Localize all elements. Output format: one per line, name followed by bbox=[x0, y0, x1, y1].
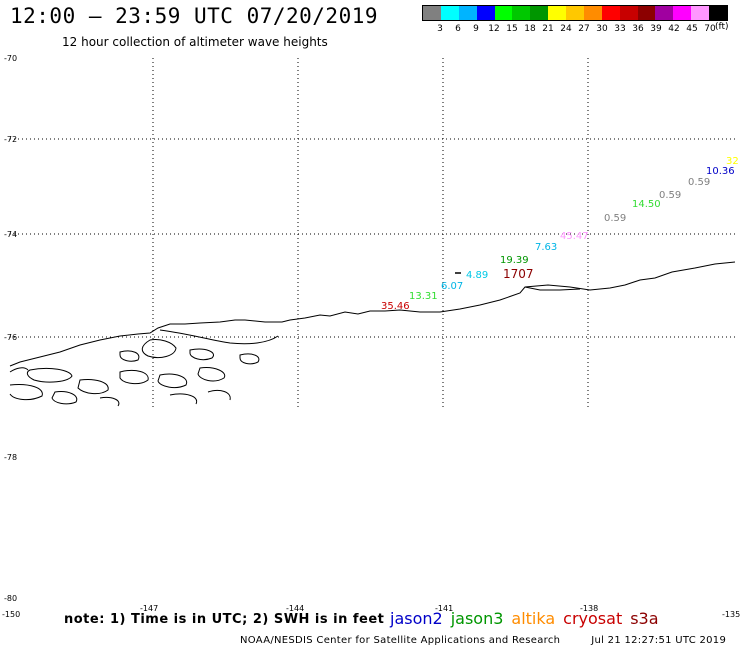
latitude-label: -78 bbox=[4, 453, 17, 462]
wave-height-label: 7.63 bbox=[535, 242, 557, 253]
latitude-labels: -70 -72 -74 -76 -78 -80 bbox=[4, 54, 17, 603]
legend-swatch bbox=[691, 6, 709, 20]
wave-height-label: 0.59 bbox=[604, 213, 626, 224]
wave-height-label: 0.59 bbox=[688, 177, 710, 188]
legend-label: 39 bbox=[650, 24, 662, 34]
generated-timestamp: Jul 21 12:27:51 UTC 2019 bbox=[591, 635, 727, 646]
legend-unit: (ft) bbox=[715, 22, 729, 32]
satellite-legend: jason2 jason3 altika cryosat s3a bbox=[390, 609, 667, 628]
legend-label: 9 bbox=[473, 24, 479, 34]
observation-labels: 3210.360.590.5914.500.5945.477.6319.3917… bbox=[381, 156, 739, 312]
legend-label: 15 bbox=[506, 24, 518, 34]
color-legend: 3 6 9 12 15 18 21 24 27 30 33 36 39 42 45 70 (ft) bbox=[422, 5, 729, 36]
footer-note: note: 1) Time is in UTC; 2) SWH is in fe… bbox=[64, 612, 385, 627]
credit-text: NOAA/NESDIS Center for Satellite Applica… bbox=[240, 635, 561, 646]
wave-height-label: 4.89 bbox=[466, 270, 488, 281]
satellite-name: jason3 bbox=[450, 609, 504, 628]
legend-swatch bbox=[601, 6, 620, 20]
legend-swatch bbox=[423, 6, 441, 20]
legend-label: 21 bbox=[542, 24, 554, 34]
legend-swatch bbox=[530, 6, 549, 20]
wave-height-label: 0.59 bbox=[659, 190, 681, 201]
legend-label: 42 bbox=[668, 24, 680, 34]
latitude-label: -70 bbox=[4, 54, 17, 63]
latitude-label: -74 bbox=[4, 230, 17, 239]
legend-swatch bbox=[494, 6, 513, 20]
legend-label: 18 bbox=[524, 24, 536, 34]
legend-swatch bbox=[583, 6, 602, 20]
satellite-name: cryosat bbox=[563, 609, 623, 628]
legend-swatch bbox=[512, 6, 531, 20]
latitude-label: -72 bbox=[4, 135, 17, 144]
wave-height-label: 32 bbox=[726, 156, 739, 167]
legend-label: 70 bbox=[704, 24, 716, 34]
legend-swatch bbox=[673, 6, 692, 20]
legend-swatch bbox=[476, 6, 495, 20]
legend-label: 33 bbox=[614, 24, 626, 34]
legend-swatch bbox=[458, 6, 477, 20]
longitude-label: -144 bbox=[286, 604, 304, 613]
legend-swatch bbox=[709, 6, 727, 20]
longitude-label: -150 bbox=[2, 610, 20, 619]
legend-swatch bbox=[619, 6, 638, 20]
wave-height-label: 13.31 bbox=[409, 291, 438, 302]
footer-credit: NOAA/NESDIS Center for Satellite Applica… bbox=[240, 635, 726, 646]
map-title: 12:00 – 23:59 UTC 07/20/2019 bbox=[10, 4, 379, 28]
latitude-label: -76 bbox=[4, 333, 17, 342]
satellite-name: jason2 bbox=[390, 609, 443, 628]
longitude-label: -135 bbox=[722, 610, 740, 619]
wave-height-label: 35.46 bbox=[381, 301, 410, 312]
longitude-label: -141 bbox=[435, 604, 453, 613]
wave-height-label: 14.50 bbox=[632, 199, 661, 210]
legend-label: 27 bbox=[578, 24, 590, 34]
legend-swatch bbox=[566, 6, 584, 20]
longitude-labels: -150 -147 -144 -141 -138 -135 bbox=[2, 604, 740, 619]
legend-label: 24 bbox=[560, 24, 572, 34]
antarctic-coastline bbox=[9, 261, 736, 407]
latitude-label: -80 bbox=[4, 594, 17, 603]
map-subtitle: 12 hour collection of altimeter wave hei… bbox=[62, 35, 328, 49]
wave-height-label: 6.07 bbox=[441, 281, 463, 292]
satellite-name: altika bbox=[511, 609, 556, 628]
wave-height-label: 1707 bbox=[503, 267, 534, 281]
legend-labels: 3 6 9 12 15 18 21 24 27 30 33 36 39 42 45 70 bbox=[422, 24, 728, 36]
legend-label: 6 bbox=[455, 24, 461, 34]
wave-height-label: 19.39 bbox=[500, 255, 529, 266]
longitude-gridlines bbox=[152, 58, 589, 408]
longitude-label: -147 bbox=[140, 604, 158, 613]
longitude-label: -138 bbox=[580, 604, 598, 613]
legend-swatch bbox=[440, 6, 459, 20]
wave-height-label: 45.47 bbox=[560, 231, 589, 242]
legend-swatch bbox=[655, 6, 674, 20]
legend-swatch bbox=[637, 6, 656, 20]
wave-height-label: 10.36 bbox=[706, 166, 735, 177]
legend-label: 36 bbox=[632, 24, 644, 34]
legend-label: 3 bbox=[437, 24, 443, 34]
latitude-gridlines bbox=[10, 138, 736, 338]
legend-swatch-bar bbox=[422, 5, 728, 21]
satellite-name: s3a bbox=[630, 609, 659, 628]
legend-swatch bbox=[548, 6, 566, 20]
legend-label: 12 bbox=[488, 24, 500, 34]
legend-label: 45 bbox=[686, 24, 698, 34]
legend-label: 30 bbox=[596, 24, 608, 34]
